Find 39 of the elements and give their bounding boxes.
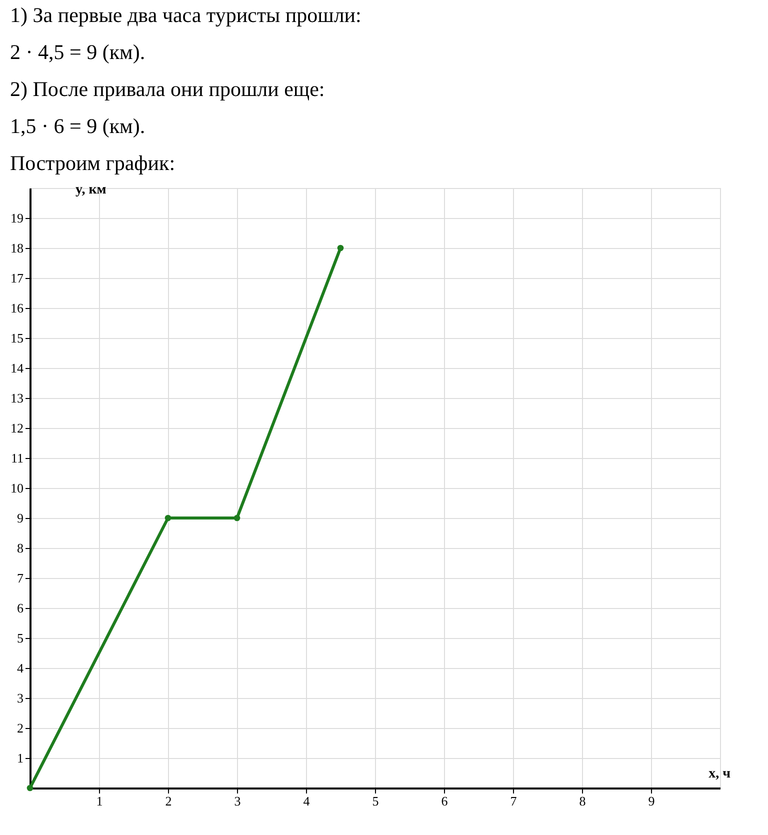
x-tick-label: 3 (234, 794, 241, 808)
text: Построим график: (10, 151, 176, 175)
x-tick-label: 1 (96, 794, 103, 808)
y-tick-label: 5 (17, 630, 24, 646)
x-tick-label: 8 (579, 794, 586, 808)
y-tick-label: 3 (17, 690, 24, 706)
y-tick-label: 2 (17, 720, 24, 736)
x-tick-label: 4 (303, 794, 310, 808)
y-tick-label: 13 (10, 390, 24, 406)
y-tick-label: 1 (17, 750, 24, 766)
x-axis-title: x, ч (708, 766, 731, 782)
y-tick-label: 15 (10, 330, 24, 346)
y-tick-label: 6 (17, 600, 24, 616)
point (164, 514, 172, 522)
y-tick-label: 10 (10, 480, 24, 496)
x-tick-label: 6 (441, 794, 448, 808)
point (234, 514, 240, 522)
y-tick-label: 14 (10, 360, 24, 376)
text: 1) За первые два часа туристы прошли: (10, 3, 362, 27)
x-tick-label: 9 (648, 794, 655, 808)
point (337, 244, 344, 252)
y-tick-label: 19 (10, 210, 24, 226)
y-tick-label: 11 (10, 450, 24, 466)
y-tick-label: 16 (10, 300, 24, 316)
y-tick-label: 8 (17, 540, 24, 556)
y-tick-label: 17 (10, 270, 24, 286)
y-tick-label: 12 (10, 420, 24, 436)
y-tick-label: 18 (10, 240, 24, 256)
text: 2) После привала они прошли еще: (10, 77, 325, 101)
y-tick-label: 4 (17, 660, 24, 676)
text: 1,5 · 6 = 9 (км). (10, 114, 146, 138)
y-tick-label: 7 (17, 570, 24, 586)
point (26, 784, 34, 792)
x-tick-label: 7 (510, 794, 518, 808)
text: 2 · 4,5 = 9 (км). (10, 40, 146, 64)
x-tick-label: 5 (372, 794, 379, 808)
y-tick-label: 9 (17, 510, 24, 526)
y-axis-title: y, км (76, 182, 107, 198)
x-tick-label: 2 (165, 794, 172, 808)
